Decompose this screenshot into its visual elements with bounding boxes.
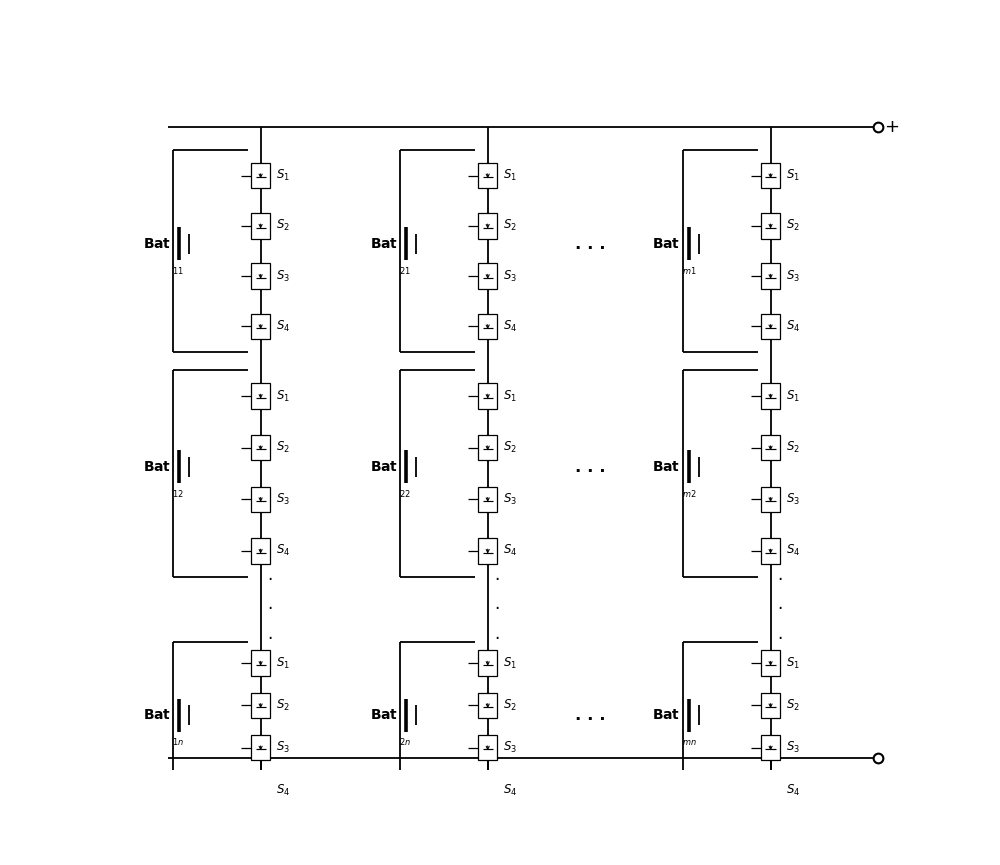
Text: $_{1n}$: $_{1n}$ [172, 735, 184, 748]
Text: $S_{2}$: $S_{2}$ [276, 218, 290, 234]
Text: $S_{2}$: $S_{2}$ [786, 218, 800, 234]
Text: ·
·
·: · · · [777, 571, 782, 648]
Text: $_{12}$: $_{12}$ [172, 487, 184, 500]
Bar [761, 163, 780, 189]
Bar [251, 650, 270, 676]
Text: $S_{1}$: $S_{1}$ [786, 168, 800, 183]
Bar [251, 538, 270, 563]
Bar [761, 487, 780, 512]
Bar [761, 383, 780, 408]
Text: $S_{4}$: $S_{4}$ [786, 319, 800, 334]
Text: $S_{3}$: $S_{3}$ [276, 491, 290, 507]
Text: ·
·
·: · · · [494, 571, 500, 648]
Text: $S_{1}$: $S_{1}$ [503, 656, 517, 670]
Bar [761, 264, 780, 289]
Text: . . .: . . . [575, 234, 605, 253]
Text: ·
·
·: · · · [267, 571, 273, 648]
Text: $S_{1}$: $S_{1}$ [276, 168, 290, 183]
Bar [761, 650, 780, 676]
Bar [761, 213, 780, 239]
Text: $S_{1}$: $S_{1}$ [786, 656, 800, 670]
Bar [251, 163, 270, 189]
Bar [478, 314, 497, 339]
Text: $S_{2}$: $S_{2}$ [786, 698, 800, 713]
Bar [478, 435, 497, 460]
Text: $_{mn}$: $_{mn}$ [682, 735, 697, 748]
Bar [478, 693, 497, 718]
Bar [761, 314, 780, 339]
Text: $_{11}$: $_{11}$ [172, 264, 184, 277]
Bar [761, 693, 780, 718]
Text: $+$: $+$ [885, 119, 900, 136]
Text: $S_{3}$: $S_{3}$ [276, 269, 290, 284]
Text: $\mathbf{Bat}$: $\mathbf{Bat}$ [652, 708, 681, 722]
Text: $S_{4}$: $S_{4}$ [786, 543, 800, 559]
Text: $\mathbf{Bat}$: $\mathbf{Bat}$ [652, 460, 681, 474]
Text: $S_{1}$: $S_{1}$ [276, 656, 290, 670]
Text: $\mathbf{Bat}$: $\mathbf{Bat}$ [370, 708, 398, 722]
Bar [478, 650, 497, 676]
Text: $S_{3}$: $S_{3}$ [503, 269, 517, 284]
Bar [478, 538, 497, 563]
Bar [478, 778, 497, 803]
Bar [251, 693, 270, 718]
Text: $S_{3}$: $S_{3}$ [786, 269, 800, 284]
Text: $S_{3}$: $S_{3}$ [503, 491, 517, 507]
Text: $\mathbf{Bat}$: $\mathbf{Bat}$ [652, 237, 681, 251]
Text: $S_{3}$: $S_{3}$ [276, 740, 290, 755]
Text: $\mathbf{Bat}$: $\mathbf{Bat}$ [370, 237, 398, 251]
Text: $S_{3}$: $S_{3}$ [786, 740, 800, 755]
Bar [251, 264, 270, 289]
Text: $S_{2}$: $S_{2}$ [276, 698, 290, 713]
Bar [478, 735, 497, 760]
Text: $_{m1}$: $_{m1}$ [682, 264, 697, 277]
Text: $S_{4}$: $S_{4}$ [503, 783, 517, 798]
Text: $S_{1}$: $S_{1}$ [503, 168, 517, 183]
Bar [761, 778, 780, 803]
Text: $_{21}$: $_{21}$ [399, 264, 411, 277]
Text: $S_{1}$: $S_{1}$ [276, 388, 290, 404]
Text: $S_{2}$: $S_{2}$ [276, 440, 290, 455]
Text: $S_{3}$: $S_{3}$ [786, 491, 800, 507]
Text: $S_{1}$: $S_{1}$ [503, 388, 517, 404]
Text: $S_{4}$: $S_{4}$ [503, 319, 517, 334]
Text: $S_{2}$: $S_{2}$ [503, 218, 517, 234]
Bar [761, 435, 780, 460]
Text: $S_{2}$: $S_{2}$ [503, 440, 517, 455]
Text: $S_{2}$: $S_{2}$ [503, 698, 517, 713]
Bar [478, 264, 497, 289]
Text: $_{22}$: $_{22}$ [399, 487, 411, 500]
Bar [478, 487, 497, 512]
Bar [251, 778, 270, 803]
Text: $S_{1}$: $S_{1}$ [786, 388, 800, 404]
Text: $S_{4}$: $S_{4}$ [276, 783, 290, 798]
Text: $S_{4}$: $S_{4}$ [503, 543, 517, 559]
Bar [761, 735, 780, 760]
Bar [478, 383, 497, 408]
Bar [761, 538, 780, 563]
Bar [478, 213, 497, 239]
Text: . . .: . . . [575, 706, 605, 724]
Bar [251, 314, 270, 339]
Bar [251, 487, 270, 512]
Text: . . .: . . . [575, 458, 605, 476]
Bar [251, 735, 270, 760]
Bar [251, 383, 270, 408]
Text: $_{2n}$: $_{2n}$ [399, 735, 411, 748]
Bar [478, 163, 497, 189]
Text: $S_{2}$: $S_{2}$ [786, 440, 800, 455]
Text: $\mathbf{Bat}$: $\mathbf{Bat}$ [143, 460, 171, 474]
Text: $\mathbf{Bat}$: $\mathbf{Bat}$ [143, 708, 171, 722]
Text: $S_{4}$: $S_{4}$ [786, 783, 800, 798]
Bar [251, 435, 270, 460]
Text: $S_{3}$: $S_{3}$ [503, 740, 517, 755]
Text: $S_{4}$: $S_{4}$ [276, 319, 290, 334]
Text: $_{m2}$: $_{m2}$ [682, 487, 697, 500]
Text: $\mathbf{Bat}$: $\mathbf{Bat}$ [370, 460, 398, 474]
Text: $\mathbf{Bat}$: $\mathbf{Bat}$ [143, 237, 171, 251]
Bar [251, 213, 270, 239]
Text: $S_{4}$: $S_{4}$ [276, 543, 290, 559]
